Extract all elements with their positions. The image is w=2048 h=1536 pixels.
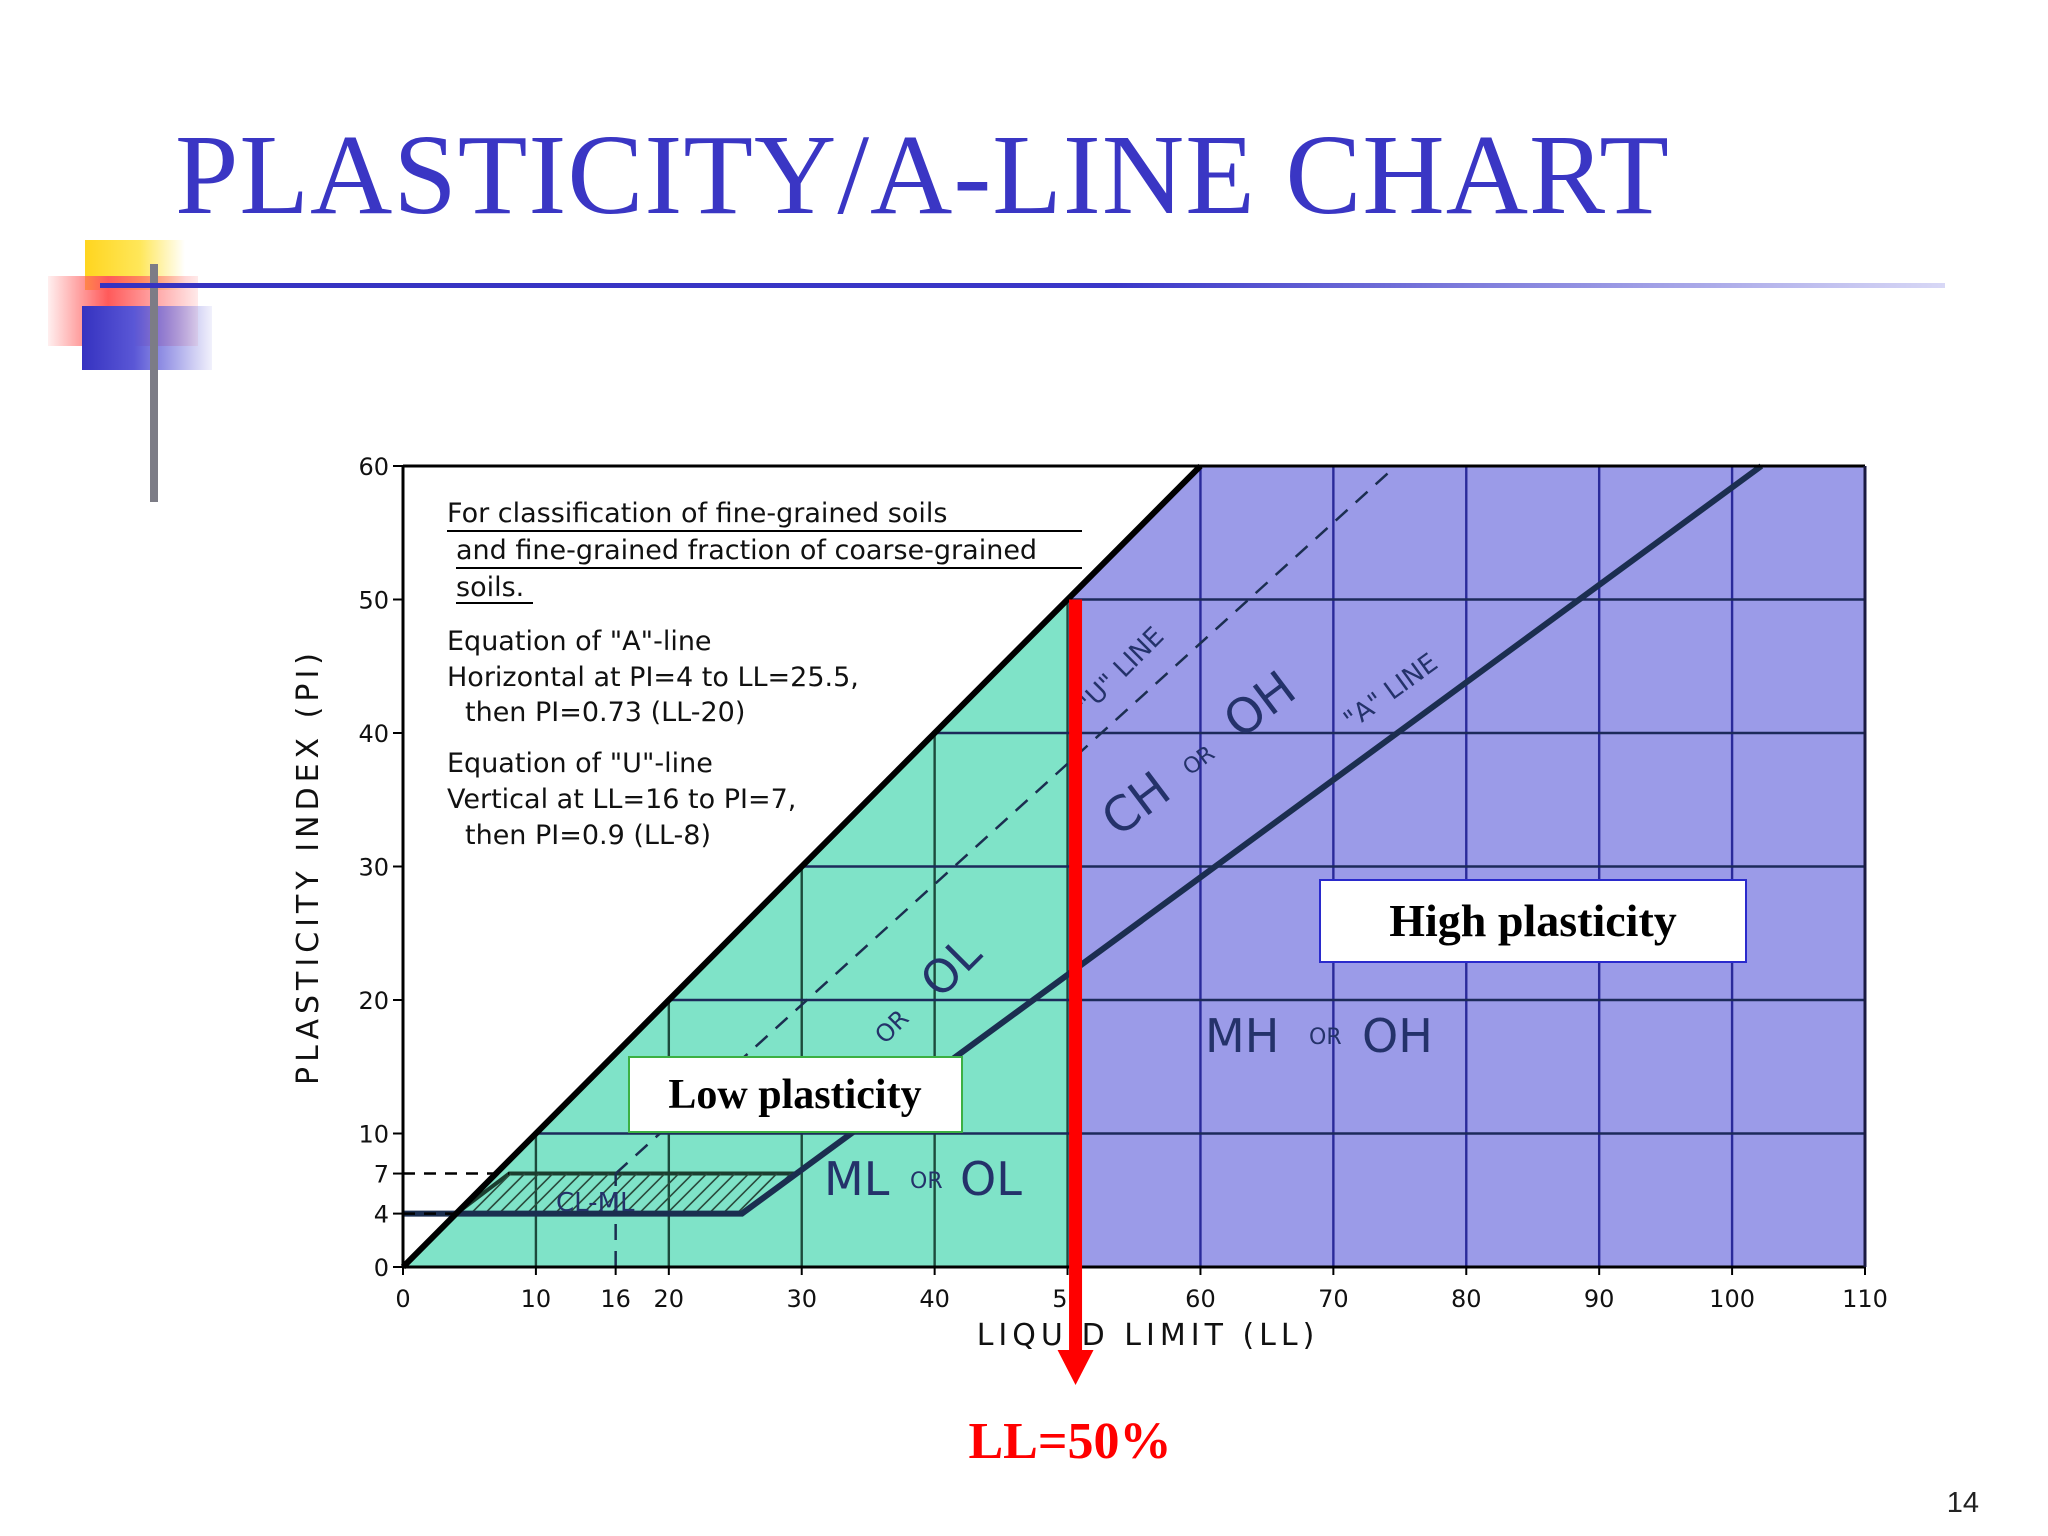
hatch-line <box>554 1173 596 1214</box>
hatch-line <box>512 1173 554 1214</box>
title-decoration-vertical-bar <box>150 264 158 502</box>
x-tick-label: 40 <box>919 1285 950 1313</box>
chart-grid <box>534 466 1865 1267</box>
y-tick-label: 30 <box>358 854 389 882</box>
y-axis-title: PLASTICITY INDEX (PI) <box>291 648 326 1085</box>
y-tick-label: 20 <box>358 987 389 1015</box>
y-tick-label: 4 <box>374 1201 389 1229</box>
hatch-line <box>610 1173 652 1214</box>
x-tick-label: 90 <box>1584 1285 1615 1313</box>
note-line-6: then PI=0.73 (LL-20) <box>465 697 745 728</box>
note-line-9: then PI=0.9 (LL-8) <box>465 820 711 851</box>
hatch-line <box>540 1173 582 1214</box>
x-tick-label: 10 <box>521 1285 552 1313</box>
x-tick-label: 20 <box>654 1285 685 1313</box>
x-axis-title: LIQUID LIMIT (LL) <box>977 1318 1320 1353</box>
hatch-line <box>526 1173 568 1214</box>
chart-axes: 0 10 16 20 30 40 50 60 70 80 90 100 1100471020304050… <box>291 453 1888 1353</box>
note-line-7: Equation of "U"-line <box>447 748 713 779</box>
note-line-3: soils. <box>456 572 524 603</box>
y-tick-label: 7 <box>374 1161 389 1189</box>
x-tick-label: 60 <box>1185 1285 1216 1313</box>
x-tick-label: 70 <box>1318 1285 1349 1313</box>
hatch-line <box>666 1173 708 1214</box>
note-line-8: Vertical at LL=16 to PI=7, <box>447 784 796 815</box>
x-tick-label: 100 <box>1709 1285 1755 1313</box>
hatch-line <box>680 1173 722 1214</box>
note-line-5: Horizontal at PI=4 to LL=25.5, <box>447 662 859 693</box>
hatch-line <box>736 1173 778 1214</box>
hatch-line <box>470 1173 512 1214</box>
hatch-line <box>568 1173 610 1214</box>
hatch-line <box>708 1173 750 1214</box>
y-tick-label: 0 <box>374 1254 389 1282</box>
region-label-ml-ol-ml: ML <box>824 1152 890 1206</box>
hatch-line <box>498 1173 540 1214</box>
low-plasticity-box <box>628 1056 963 1133</box>
x-tick-label: 0 <box>395 1285 410 1313</box>
region-label-ml-ol-or: OR <box>910 1169 943 1194</box>
note-line-4: Equation of "A"-line <box>447 626 712 657</box>
hatch-line <box>722 1173 764 1214</box>
hatch-line <box>624 1173 666 1214</box>
hatch-line <box>652 1173 694 1214</box>
y-tick-label: 60 <box>358 453 389 481</box>
hatch-line <box>638 1173 680 1214</box>
page-number: 14 <box>1946 1487 1979 1519</box>
region-label-mh-oh-or: OR <box>1309 1025 1342 1050</box>
region-label-cl-ml: CL-ML <box>556 1188 635 1218</box>
slide-title: PLASTICITY/A-LINE CHART <box>175 111 1670 238</box>
x-tick-label: 16 <box>600 1285 631 1313</box>
x-tick-label: 110 <box>1842 1285 1888 1313</box>
y-tick-label: 40 <box>358 720 389 748</box>
title-underline <box>100 283 1945 288</box>
cl-ml-band-hatch <box>456 1173 797 1214</box>
region-label-ml-ol-ol: OL <box>960 1152 1022 1206</box>
high-plasticity-box <box>1319 879 1747 963</box>
high-plasticity-label: High plasticity <box>1389 895 1677 946</box>
hatch-line <box>596 1173 638 1214</box>
x-tick-label: 30 <box>786 1285 817 1313</box>
chart-annotations: Low plasticity High plasticity LL=50% <box>628 599 1747 1470</box>
y-tick-label: 50 <box>358 587 389 615</box>
low-plasticity-label: Low plasticity <box>668 1072 921 1118</box>
u-line <box>614 465 1397 1175</box>
note-line-1: For classification of fine-grained soils <box>447 498 947 529</box>
note-line-2: and fine-grained fraction of coarse-grai… <box>456 535 1037 566</box>
ll-50-label: LL=50% <box>969 1413 1172 1470</box>
region-label-mh-oh-oh: OH <box>1362 1009 1433 1063</box>
region-label-mh-oh-mh: MH <box>1205 1009 1279 1063</box>
ll-50-arrow-head <box>1057 1350 1094 1385</box>
hatch-line <box>484 1173 526 1214</box>
title-decoration-blue <box>82 306 212 370</box>
y-tick-label: 10 <box>358 1121 389 1149</box>
boundary-line-45 <box>400 463 1203 1270</box>
x-tick-label: 80 <box>1451 1285 1482 1313</box>
chart-lines <box>400 463 1764 1270</box>
a-line <box>403 463 1764 1217</box>
hatch-line <box>694 1173 736 1214</box>
